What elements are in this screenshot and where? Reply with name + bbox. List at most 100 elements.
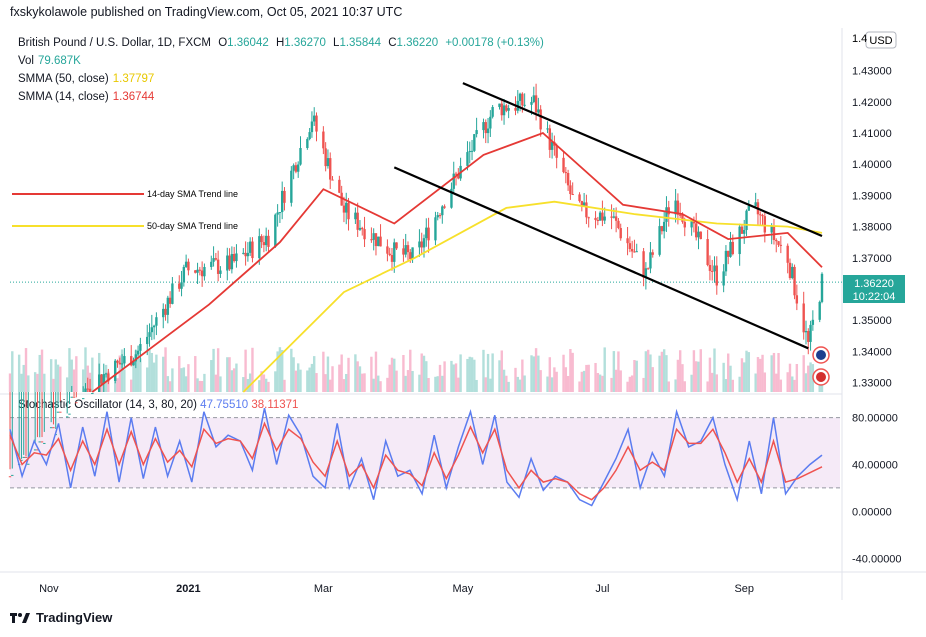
candle: [539, 105, 542, 137]
volume-bar: [491, 353, 494, 392]
candle: [184, 254, 188, 269]
candle: [102, 363, 105, 392]
candle: [516, 90, 519, 114]
price-tick-top-partial: 1.4: [852, 33, 867, 45]
candle: [626, 226, 629, 256]
candle: [150, 314, 154, 341]
candle: [20, 392, 23, 461]
candle: [386, 239, 389, 262]
candle-body: [626, 238, 629, 244]
candle: [502, 98, 506, 125]
candle: [594, 211, 597, 229]
volume-bar: [553, 367, 556, 392]
candle-body: [274, 214, 277, 247]
volume-bar: [532, 356, 535, 392]
candle: [651, 249, 654, 258]
candle: [427, 217, 430, 253]
volume-bar: [260, 371, 263, 392]
candle: [56, 392, 60, 413]
volume-bar: [470, 357, 474, 392]
candle: [290, 166, 293, 207]
volume-bar: [168, 381, 172, 392]
candle-body: [264, 235, 268, 246]
candle-body: [502, 105, 506, 116]
candle: [162, 303, 165, 329]
candle-body: [722, 271, 725, 286]
volume-bar: [377, 375, 380, 392]
candle-body: [601, 212, 604, 221]
candle-body: [610, 216, 613, 218]
volume-bar: [779, 379, 783, 392]
candle: [585, 194, 588, 225]
candle: [306, 137, 309, 150]
volume-bar: [356, 361, 359, 392]
candle: [322, 126, 325, 155]
volume-bar: [786, 372, 789, 392]
event-flags[interactable]: [812, 346, 830, 386]
volume-bar: [665, 355, 668, 392]
candle-body: [216, 259, 220, 274]
candle-body: [713, 265, 716, 272]
volume-bar: [306, 370, 309, 392]
candle: [722, 264, 725, 293]
volume-bar: [226, 357, 229, 392]
tradingview-logo[interactable]: TradingView: [10, 610, 112, 625]
candle-body: [674, 200, 677, 215]
volume-bar: [502, 369, 506, 392]
volume-bar: [546, 376, 549, 392]
candle: [68, 392, 71, 415]
volume-bar: [484, 377, 487, 392]
price-tick-8: 1.34000: [852, 346, 892, 358]
candle: [646, 267, 650, 270]
candle-body: [203, 267, 206, 277]
candle-body: [498, 103, 501, 108]
candle-body: [8, 476, 12, 478]
stoch-tick-0: 80.00000: [852, 413, 898, 425]
volume-bar: [402, 355, 405, 392]
candle: [59, 392, 62, 413]
currency-badge[interactable]: [865, 31, 897, 49]
volume-bar: [676, 359, 680, 392]
time-label-2: Mar: [314, 583, 333, 595]
volume-bar: [473, 359, 476, 392]
candle-body: [150, 327, 154, 333]
candle-body: [388, 253, 391, 256]
candle: [216, 250, 220, 282]
candle-body: [651, 252, 654, 255]
candle-body: [619, 228, 622, 239]
volume-bar: [706, 381, 709, 392]
candle-body: [377, 236, 380, 247]
us-flag-inner: [816, 372, 826, 382]
candle-body: [747, 205, 751, 211]
candles: [8, 83, 824, 478]
volume-bar: [84, 347, 87, 392]
candle-body: [104, 373, 108, 375]
candle-body: [123, 356, 126, 364]
volume-bar: [747, 352, 751, 392]
volume-bar: [134, 350, 138, 392]
candle-body: [196, 269, 199, 273]
low-value: 1.35844: [339, 37, 382, 49]
volume-bar: [564, 367, 568, 392]
price-tick-9: 1.33000: [852, 378, 892, 390]
volume-bar: [756, 357, 760, 392]
candle-body: [404, 245, 407, 255]
candle-body: [473, 134, 476, 151]
candle-body: [507, 108, 510, 111]
candle: [756, 199, 760, 226]
candle-body: [324, 148, 327, 167]
candle: [246, 242, 250, 262]
volume-bar: [518, 379, 522, 392]
open-value: 1.36042: [227, 37, 269, 49]
candle-body: [43, 442, 46, 444]
volume-bar: [72, 369, 76, 392]
time-label-3: May: [452, 583, 473, 595]
volume-bar: [761, 354, 764, 392]
volume-bar: [278, 347, 282, 392]
candle-body: [777, 241, 780, 245]
candle: [148, 323, 151, 347]
candle-body: [614, 216, 618, 221]
candle: [22, 392, 25, 458]
volume-bar: [772, 352, 776, 392]
